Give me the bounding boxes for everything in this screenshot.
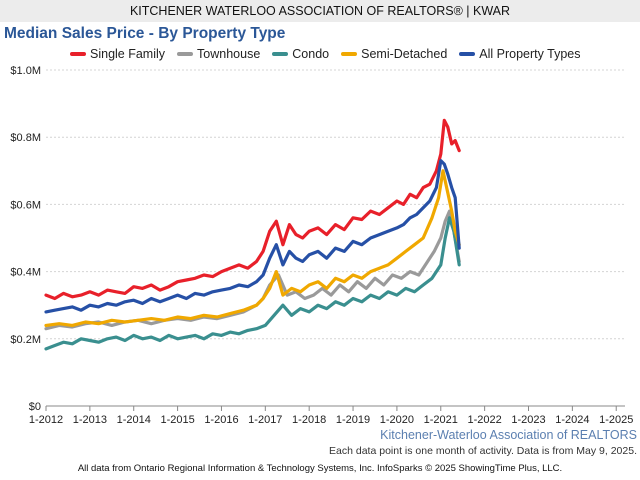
legend-label: All Property Types <box>479 47 581 61</box>
legend-item: Single Family <box>70 47 165 61</box>
series-line-single-family <box>44 118 461 301</box>
legend-swatch <box>272 52 289 56</box>
x-tick-label: 1-2013 <box>73 414 107 426</box>
legend-swatch <box>177 52 194 56</box>
legend-item: Condo <box>272 47 329 61</box>
copyright-footer: All data from Ontario Regional Informati… <box>77 463 563 474</box>
legend-swatch <box>341 52 358 56</box>
series-line-all-property-types <box>44 159 461 314</box>
legend-swatch <box>70 52 86 56</box>
x-tick-label: 1-2021 <box>424 414 458 426</box>
legend-label: Townhouse <box>197 47 261 61</box>
y-tick-label: $0.8M <box>10 132 41 144</box>
legend-item: Semi-Detached <box>341 47 447 61</box>
x-tick-label: 1-2016 <box>204 414 238 426</box>
x-tick-label: 1-2015 <box>160 414 194 426</box>
legend-item: Townhouse <box>177 47 260 61</box>
y-tick-label: $1.0M <box>10 65 41 77</box>
header-text: KITCHENER WATERLOO ASSOCIATION OF REALTO… <box>129 4 511 18</box>
chart-area: $0 $0.2M $0.4M $0.6M $0.8M $1.0M 1-2012 1-2013 1… <box>10 65 633 426</box>
data-note: Each data point is one month of activity… <box>329 445 637 457</box>
legend-item: All Property Types <box>459 47 580 61</box>
legend: Single Family Townhouse Condo Semi-Detached… <box>70 46 592 62</box>
x-tick-label: 1-2019 <box>336 414 370 426</box>
x-tick-label: 1-2018 <box>292 414 326 426</box>
legend-label: Semi-Detached <box>361 47 448 61</box>
x-tick-label: 1-2022 <box>468 414 502 426</box>
y-tick-label: $0 <box>29 401 41 413</box>
x-tick-label: 1-2012 <box>29 414 63 426</box>
x-tick-label: 1-2014 <box>117 414 151 426</box>
source-label: Kitchener-Waterloo Association of REALTO… <box>380 428 637 442</box>
legend-label: Condo <box>292 47 330 61</box>
legend-label: Single Family <box>90 47 166 61</box>
chart-title: Median Sales Price - By Property Type <box>4 25 286 42</box>
y-tick-label: $0.6M <box>10 199 41 211</box>
x-tick-label: 1-2020 <box>380 414 414 426</box>
legend-swatch <box>459 52 476 56</box>
x-tick-label: 1-2025 <box>599 414 633 426</box>
x-tick-label: 1-2024 <box>555 414 589 426</box>
x-tick-label: 1-2017 <box>248 414 282 426</box>
series-line-semi-detached <box>44 169 461 327</box>
series-line-condo <box>44 216 461 351</box>
y-tick-label: $0.2M <box>10 334 41 346</box>
header-banner: KITCHENER WATERLOO ASSOCIATION OF REALTO… <box>0 0 640 22</box>
y-tick-label: $0.4M <box>10 267 41 279</box>
x-tick-label: 1-2023 <box>511 414 545 426</box>
